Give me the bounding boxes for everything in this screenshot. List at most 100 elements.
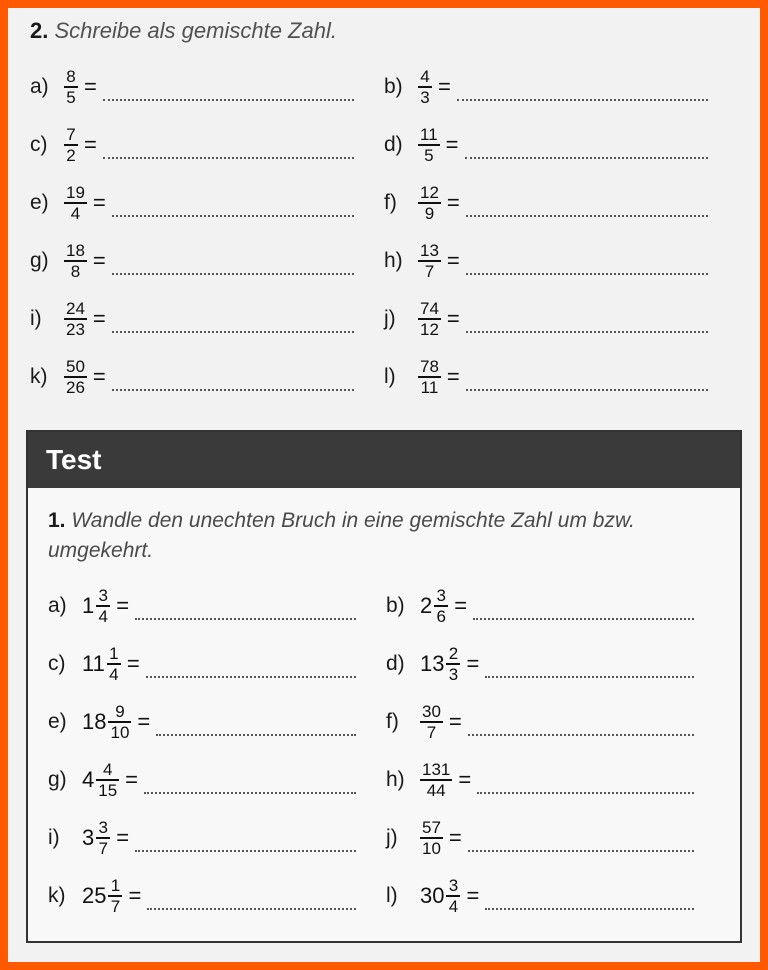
- exercise-item: l)3034=: [386, 869, 724, 927]
- answer-blank[interactable]: [477, 776, 694, 794]
- fraction-denominator: 7: [425, 724, 438, 741]
- fraction-numerator: 13: [418, 242, 441, 259]
- fraction-numerator: 4: [418, 68, 431, 85]
- fraction-numerator: 1: [109, 877, 122, 894]
- fraction-numerator: 3: [447, 877, 460, 894]
- fraction: 2423: [64, 300, 87, 338]
- test-header: Test: [28, 432, 740, 488]
- improper-fraction: 72: [64, 126, 78, 164]
- answer-blank[interactable]: [135, 602, 356, 620]
- item-label: l): [386, 884, 420, 908]
- item-label: a): [30, 75, 64, 99]
- answer-blank[interactable]: [485, 660, 694, 678]
- fraction-denominator: 10: [420, 840, 443, 857]
- answer-blank[interactable]: [146, 660, 356, 678]
- fraction-denominator: 4: [69, 205, 82, 222]
- equals-sign: =: [447, 190, 460, 216]
- answer-blank[interactable]: [135, 834, 356, 852]
- exercise-item: a)134=: [48, 579, 386, 637]
- answer-blank[interactable]: [144, 776, 356, 794]
- equals-sign: =: [449, 825, 462, 851]
- item-label: g): [48, 768, 82, 792]
- fraction-numerator: 78: [418, 358, 441, 375]
- fraction-numerator: 74: [418, 300, 441, 317]
- item-label: f): [384, 191, 418, 215]
- exercise-item: f)307=: [386, 695, 724, 753]
- answer-blank[interactable]: [112, 373, 354, 391]
- improper-fraction: 307: [420, 703, 443, 741]
- answer-blank[interactable]: [156, 718, 356, 736]
- equals-sign: =: [438, 74, 451, 100]
- equals-sign: =: [93, 306, 106, 332]
- answer-blank[interactable]: [466, 199, 708, 217]
- test-box: Test 1. Wandle den unechten Bruch in ein…: [26, 430, 742, 943]
- exercise-2-number: 2.: [30, 18, 48, 43]
- exercise-item: i)2423 =: [30, 292, 384, 350]
- improper-fraction: 188: [64, 242, 87, 280]
- equals-sign: =: [93, 364, 106, 390]
- fraction-numerator: 30: [420, 703, 443, 720]
- answer-blank[interactable]: [112, 257, 354, 275]
- answer-blank[interactable]: [485, 892, 694, 910]
- answer-blank[interactable]: [468, 718, 694, 736]
- answer-blank[interactable]: [468, 834, 694, 852]
- equals-sign: =: [93, 248, 106, 274]
- answer-blank[interactable]: [465, 141, 708, 159]
- item-label: f): [386, 710, 420, 734]
- test-instruction-line: 1. Wandle den unechten Bruch in eine gem…: [48, 506, 724, 567]
- fraction: 43: [418, 68, 432, 106]
- fraction-numerator: 18: [64, 242, 87, 259]
- fraction: 415: [96, 761, 119, 799]
- fraction-numerator: 3: [97, 587, 110, 604]
- mixed-number: 4415: [82, 761, 119, 799]
- answer-blank[interactable]: [103, 141, 354, 159]
- exercise-item: h)137=: [384, 234, 738, 292]
- fraction-numerator: 131: [420, 761, 452, 778]
- answer-blank[interactable]: [112, 199, 354, 217]
- fraction: 14: [107, 645, 121, 683]
- improper-fraction: 5710: [420, 819, 443, 857]
- answer-blank[interactable]: [112, 315, 354, 333]
- fraction-numerator: 19: [64, 184, 87, 201]
- answer-blank[interactable]: [466, 373, 708, 391]
- fraction-numerator: 3: [97, 819, 110, 836]
- item-label: i): [30, 307, 64, 331]
- fraction: 34: [96, 587, 110, 625]
- item-label: a): [48, 594, 82, 618]
- answer-blank[interactable]: [103, 83, 354, 101]
- test-grid: a)134=b)236=c)1114=d)1323=e)18910=f)307=…: [48, 579, 724, 927]
- equals-sign: =: [447, 248, 460, 274]
- fraction-denominator: 4: [107, 666, 120, 683]
- answer-blank[interactable]: [457, 83, 708, 101]
- exercise-2-heading: 2. Schreibe als gemischte Zahl.: [30, 18, 738, 44]
- equals-sign: =: [458, 767, 471, 793]
- answer-blank[interactable]: [147, 892, 356, 910]
- improper-fraction: 2423: [64, 300, 87, 338]
- fraction-numerator: 4: [101, 761, 114, 778]
- fraction-numerator: 57: [420, 819, 443, 836]
- item-label: i): [48, 826, 82, 850]
- mixed-number: 236: [420, 587, 448, 625]
- fraction: 23: [446, 645, 460, 683]
- mixed-number: 1114: [82, 645, 121, 683]
- equals-sign: =: [454, 593, 467, 619]
- improper-fraction: 85: [64, 68, 78, 106]
- worksheet-page: 2. Schreibe als gemischte Zahl. a)85=b)4…: [8, 8, 760, 962]
- mixed-whole: 3: [82, 825, 94, 851]
- exercise-item: d)115=: [384, 118, 738, 176]
- mixed-whole: 13: [420, 651, 444, 677]
- fraction-denominator: 11: [419, 379, 441, 396]
- mixed-whole: 4: [82, 767, 94, 793]
- equals-sign: =: [447, 364, 460, 390]
- fraction: 85: [64, 68, 78, 106]
- exercise-2-instruction: Schreibe als gemischte Zahl.: [54, 18, 336, 43]
- equals-sign: =: [466, 651, 479, 677]
- mixed-number: 337: [82, 819, 110, 857]
- answer-blank[interactable]: [473, 602, 694, 620]
- equals-sign: =: [125, 767, 138, 793]
- fraction: 36: [434, 587, 448, 625]
- fraction-denominator: 4: [447, 898, 460, 915]
- answer-blank[interactable]: [466, 315, 708, 333]
- mixed-whole: 25: [82, 883, 106, 909]
- answer-blank[interactable]: [466, 257, 708, 275]
